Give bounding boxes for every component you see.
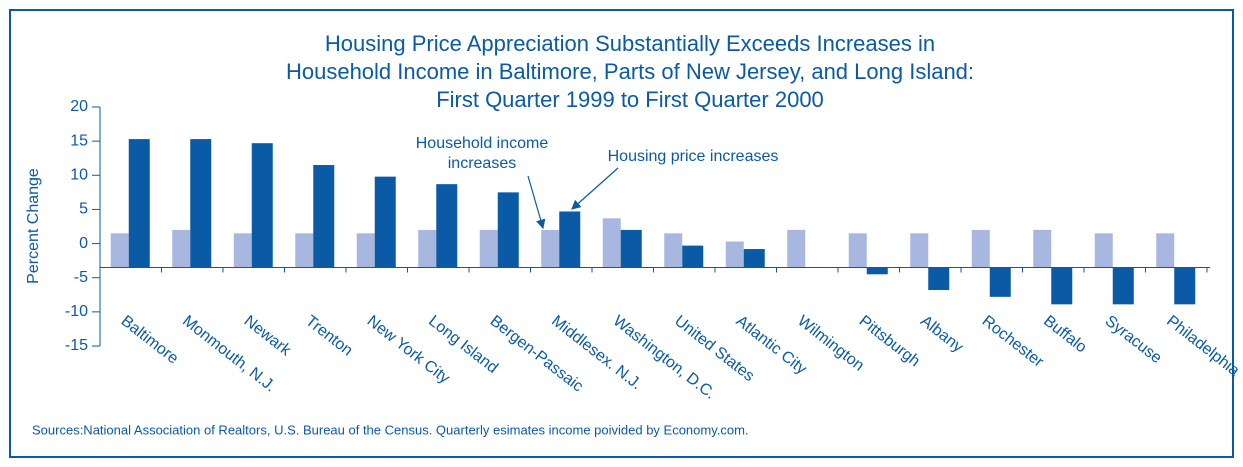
bar [787, 229, 806, 268]
bar [559, 211, 581, 268]
frame [9, 9, 1234, 458]
bar [356, 233, 375, 268]
bar [172, 229, 191, 268]
x-tick-label: Philadelphia [1163, 313, 1242, 380]
bar [313, 165, 335, 268]
bar [910, 233, 929, 268]
bar [743, 249, 765, 268]
y-tick-label: 20 [70, 98, 88, 115]
source-note: Sources:National Association of Realtors… [32, 422, 749, 437]
bar [989, 267, 1011, 297]
annotation: Household income [416, 135, 549, 152]
bar [110, 233, 129, 268]
bar [251, 143, 273, 268]
chart-title: Housing Price Appreciation Substantially… [325, 31, 935, 56]
y-tick-label: -5 [74, 269, 88, 286]
annotation: Housing price increases [608, 148, 779, 165]
y-tick-label: 5 [79, 201, 88, 218]
x-tick-label: Newark [241, 313, 295, 360]
bar [479, 229, 498, 268]
arrow [527, 175, 546, 230]
bar [541, 229, 560, 268]
chart-title: Household Income in Baltimore, Parts of … [286, 59, 974, 84]
bar [725, 241, 744, 268]
bar [1033, 229, 1052, 268]
bar [848, 233, 867, 268]
bar [233, 233, 252, 268]
x-tick-label: Trenton [302, 313, 355, 360]
bar [664, 233, 683, 268]
x-tick-label: Syracuse [1102, 313, 1165, 368]
x-tick-label: Baltimore [118, 313, 182, 368]
bar [682, 245, 704, 268]
y-tick-label: 10 [70, 167, 88, 184]
bar [620, 229, 642, 268]
bar [497, 192, 519, 268]
bar [866, 267, 888, 275]
x-tick-label: Albany [917, 313, 966, 357]
bar [190, 139, 212, 268]
x-tick-label: Buffalo [1040, 313, 1090, 357]
bar [1174, 267, 1196, 305]
bar [128, 139, 150, 268]
arrow [571, 167, 619, 210]
bar [971, 229, 990, 268]
x-tick-label: Rochester [979, 313, 1047, 372]
y-tick-label: -10 [65, 303, 88, 320]
bar [602, 218, 621, 268]
chart-title: First Quarter 1999 to First Quarter 2000 [436, 87, 824, 112]
bar [295, 233, 314, 268]
bar [436, 184, 458, 268]
bar [1112, 267, 1134, 305]
y-axis-label: Percent Change [25, 168, 42, 284]
annotation: increases [448, 155, 516, 172]
y-tick-label: 15 [70, 132, 88, 149]
bar [1156, 233, 1175, 268]
x-tick-label: Washington, D.C. [610, 313, 719, 403]
y-tick-label: 0 [79, 235, 88, 252]
bar [418, 229, 437, 268]
y-tick-label: -15 [65, 337, 88, 354]
bar [374, 176, 396, 268]
bar [1094, 233, 1113, 268]
bar [1051, 267, 1073, 305]
bar [928, 267, 950, 291]
